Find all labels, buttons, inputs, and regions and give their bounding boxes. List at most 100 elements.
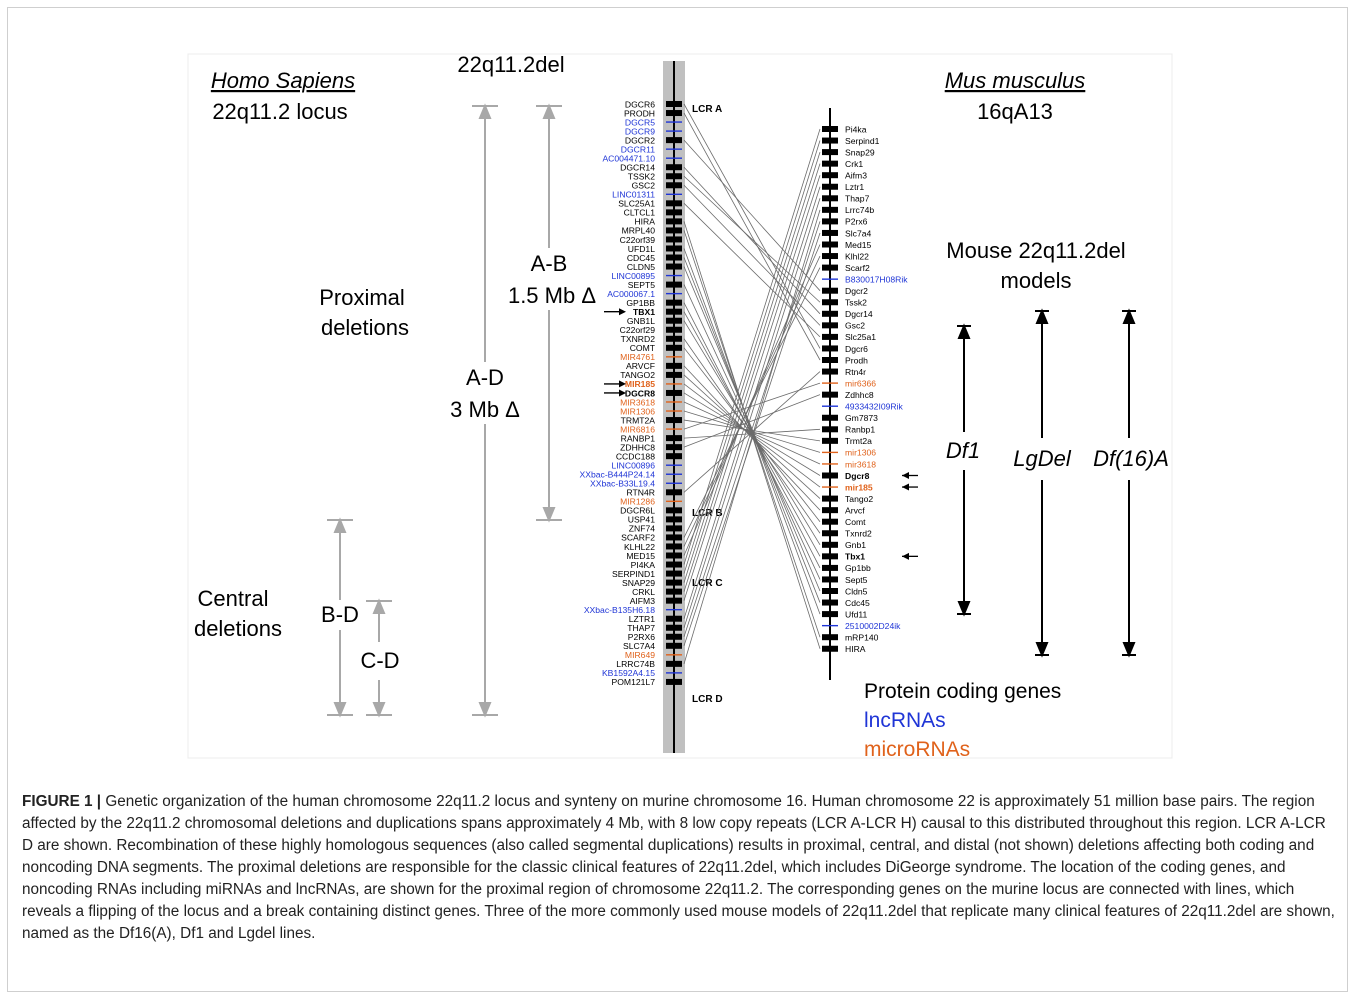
human-gene-mir185: MIR185 [625, 379, 655, 389]
human-gene-bar [666, 209, 682, 216]
human-gene-dgcr6l: DGCR6L [620, 506, 655, 516]
mouse-models-title-1: Mouse 22q11.2del [946, 238, 1125, 263]
mouse-gene-bar [822, 553, 838, 560]
human-gene-bar [666, 516, 682, 523]
mouse-gene-bar [822, 645, 838, 652]
mouse-gene-pi4ka: Pi4ka [845, 124, 867, 134]
human-gene-bar [666, 543, 682, 550]
human-gene-track: DGCR6PRODHDGCR5DGCR9DGCR2DGCR11AC004471.… [580, 99, 682, 687]
mouse-gene-bar [822, 345, 838, 352]
mouse-gene-bar [822, 241, 838, 248]
legend-protein: Protein coding genes [864, 680, 1061, 703]
human-gene-bar [666, 642, 682, 649]
human-gene-bar [666, 245, 682, 252]
human-gene-bar [666, 299, 682, 306]
human-gene-bar [666, 137, 682, 144]
model-df1-label: Df1 [946, 438, 980, 463]
human-gene-linc00895: LINC00895 [612, 271, 656, 281]
mouse-gene-tssk2: Tssk2 [845, 298, 867, 308]
human-gene-bar [666, 417, 682, 424]
mouse-gene-4933432i09rik: 4933432I09Rik [845, 402, 904, 412]
mouse-gene-gnb1: Gnb1 [845, 540, 866, 550]
mouse-gene-cldn5: Cldn5 [845, 586, 868, 596]
synteny-link [683, 221, 821, 637]
human-gene-hira: HIRA [634, 217, 655, 227]
mouse-gene-sept5: Sept5 [845, 575, 868, 585]
mouse-gene-bar [822, 426, 838, 433]
mouse-gene-bar [822, 357, 838, 363]
human-gene-bar [666, 344, 682, 351]
synteny-link [683, 232, 821, 646]
mouse-gene-bar [822, 229, 838, 236]
mouse-gene-hira: HIRA [845, 644, 866, 654]
range-ab-label: A-B [531, 251, 568, 276]
synteny-link [683, 128, 821, 565]
human-gene-slc25a1: SLC25A1 [618, 199, 655, 209]
human-gene-prodh: PRODH [624, 108, 655, 118]
mouse-gene-cdc45: Cdc45 [845, 598, 870, 608]
synteny-link [683, 419, 821, 442]
mouse-gene-tango2: Tango2 [845, 494, 873, 504]
human-highlight-arrowhead [619, 380, 626, 388]
mouse-gene-rtn4r: Rtn4r [845, 367, 866, 377]
mouse-gene-mir3618: mir3618 [845, 459, 876, 469]
synteny-link [683, 255, 821, 547]
mouse-gene-bar [822, 137, 838, 144]
synteny-link [683, 401, 821, 465]
human-gene-crkl: CRKL [632, 587, 655, 597]
human-gene-dgcr14: DGCR14 [620, 163, 655, 173]
human-gene-bar [666, 389, 682, 396]
human-gene-bar [666, 254, 682, 261]
human-gene-bar [666, 507, 682, 514]
human-gene-bar [666, 489, 682, 496]
central-label-2: deletions [194, 616, 282, 641]
human-gene-bar [666, 552, 682, 559]
human-gene-bar [666, 570, 682, 577]
synteny-link [683, 103, 821, 349]
lcr-b-label: LCR B [692, 508, 723, 519]
model-df16a-label: Df(16)A [1093, 446, 1169, 471]
proximal-label-1: Proximal [319, 285, 405, 310]
human-gene-bar [666, 236, 682, 243]
mouse-gene-tbx1: Tbx1 [845, 552, 865, 562]
human-gene-bar [666, 633, 682, 640]
human-gene-pi4ka: PI4KA [631, 560, 656, 570]
human-gene-bar [666, 597, 682, 604]
mouse-gene-bar [822, 437, 838, 444]
mouse-gene-bar [822, 195, 838, 202]
human-gene-gnb1l: GNB1L [627, 316, 655, 326]
synteny-link [683, 112, 821, 361]
human-gene-ac000067-1: AC000067.1 [607, 289, 655, 299]
mouse-gene-bar [822, 149, 838, 156]
human-gene-zdhhc8: ZDHHC8 [620, 442, 655, 452]
human-gene-bar [666, 182, 682, 189]
legend-micro: microRNAs [864, 738, 970, 761]
mouse-gene-dgcr14: Dgcr14 [845, 309, 873, 319]
human-gene-bar [666, 227, 682, 234]
synteny-link [683, 394, 821, 448]
human-gene-bar [666, 263, 682, 270]
synteny-link [683, 151, 821, 583]
human-gene-trmt2a: TRMT2A [621, 415, 656, 425]
human-gene-bar [666, 534, 682, 541]
human-gene-mrpl40: MRPL40 [622, 226, 656, 236]
lcr-a-label: LCR A [692, 104, 722, 115]
synteny-link [683, 163, 821, 592]
human-gene-mir649: MIR649 [625, 650, 655, 660]
mouse-model-arrows [957, 308, 1136, 658]
mouse-gene-bar [822, 253, 838, 260]
human-locus-title: 22q11.2 locus [212, 99, 347, 124]
human-gene-dgcr8: DGCR8 [625, 388, 655, 398]
mouse-gene-dgcr6: Dgcr6 [845, 344, 868, 354]
mouse-gene-aifm3: Aifm3 [845, 171, 867, 181]
human-gene-p2rx6: P2RX6 [628, 632, 655, 642]
mouse-gene-bar [822, 160, 838, 167]
mouse-gene-mrp140: mRP140 [845, 633, 879, 643]
human-gene-xxbac-b444p24-14: XXbac-B444P24.14 [580, 470, 656, 480]
human-gene-mir1306: MIR1306 [620, 406, 655, 416]
human-gene-cdc45: CDC45 [627, 253, 655, 263]
human-gene-bar [666, 678, 682, 685]
synteny-link [683, 209, 821, 664]
human-gene-bar [666, 281, 682, 288]
human-gene-bar [666, 200, 682, 207]
